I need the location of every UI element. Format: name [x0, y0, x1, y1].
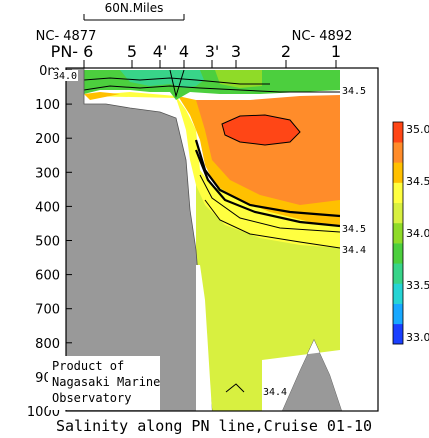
chart-title: Salinity along PN line,Cruise 01-10: [56, 417, 372, 435]
station-label: 5: [127, 42, 137, 61]
y-tick-label: 100: [35, 98, 60, 113]
plot-frame: [65, 67, 379, 412]
colorbar-frame: [392, 121, 404, 345]
colorbar-swatch: [393, 202, 403, 224]
contour-label-34-5-lower: 34.5: [342, 224, 366, 235]
contour-label-34-4-bottom: 34.4: [263, 387, 287, 398]
colorbar-swatch: [393, 122, 403, 143]
station-label: 4: [179, 42, 189, 61]
contour-lines: [83, 69, 341, 393]
colorbar-tick-label: 34.5: [406, 175, 429, 188]
scale-bar: 60N.Miles: [83, 1, 185, 21]
y-tick-label: 400: [35, 200, 60, 215]
colorbar-tick-label: 35.0: [406, 123, 429, 136]
station-label: 2: [281, 42, 291, 61]
station-label: PN- 6: [51, 42, 94, 61]
colorbar-swatch: [393, 323, 403, 345]
colorbar-tick-label: 34.0: [406, 227, 429, 240]
colorbar-swatch: [393, 162, 403, 183]
observatory-note: Product of Nagasaki Marine Observatory: [48, 356, 160, 410]
y-tick-label: 800: [35, 337, 60, 352]
colorbar-tick-labels: 35.0 34.5 34.0 33.5 33.0: [406, 123, 429, 344]
note-line-1: Product of: [52, 359, 124, 373]
colorbar-swatch: [393, 182, 403, 204]
station-label: 4': [153, 42, 168, 61]
note-line-3: Observatory: [52, 391, 131, 405]
note-line-2: Nagasaki Marine: [52, 375, 160, 389]
colorbar-swatch: [393, 283, 403, 304]
y-tick-label: 300: [35, 166, 60, 181]
colorbar-swatch: [393, 263, 403, 284]
station-label: 3: [231, 42, 241, 61]
no-data-mask: [196, 96, 378, 411]
y-tick-label: 500: [35, 235, 60, 250]
contour-labels: 34.0 34.5 34.5 34.4 34.4: [50, 70, 368, 398]
contour-label-34-5-upper: 34.5: [342, 86, 366, 97]
station-label: 3': [205, 42, 220, 61]
colorbar-swatch: [393, 142, 403, 163]
station-labels: PN- 6 5 4' 4 3' 3 2 1: [51, 42, 341, 68]
colorbar-tick-label: 33.0: [406, 331, 429, 344]
contour-label-34-4-right: 34.4: [342, 245, 366, 256]
scale-bar-label: 60N.Miles: [105, 1, 164, 15]
y-tick-label: 700: [35, 303, 60, 318]
colorbar-swatch: [393, 222, 403, 244]
colorbar-swatch: [393, 303, 403, 325]
station-label: 1: [331, 42, 341, 61]
y-tick-label: 600: [35, 269, 60, 284]
left-station-code: NC- 4877: [36, 29, 97, 44]
colorbar-tick-label: 33.5: [406, 279, 429, 292]
y-tick-label: 200: [35, 132, 60, 147]
contour-label-34-0: 34.0: [53, 71, 77, 82]
colorbar-swatch: [393, 243, 403, 264]
colorbar: [393, 122, 403, 345]
right-station-code: NC- 4892: [292, 29, 353, 44]
